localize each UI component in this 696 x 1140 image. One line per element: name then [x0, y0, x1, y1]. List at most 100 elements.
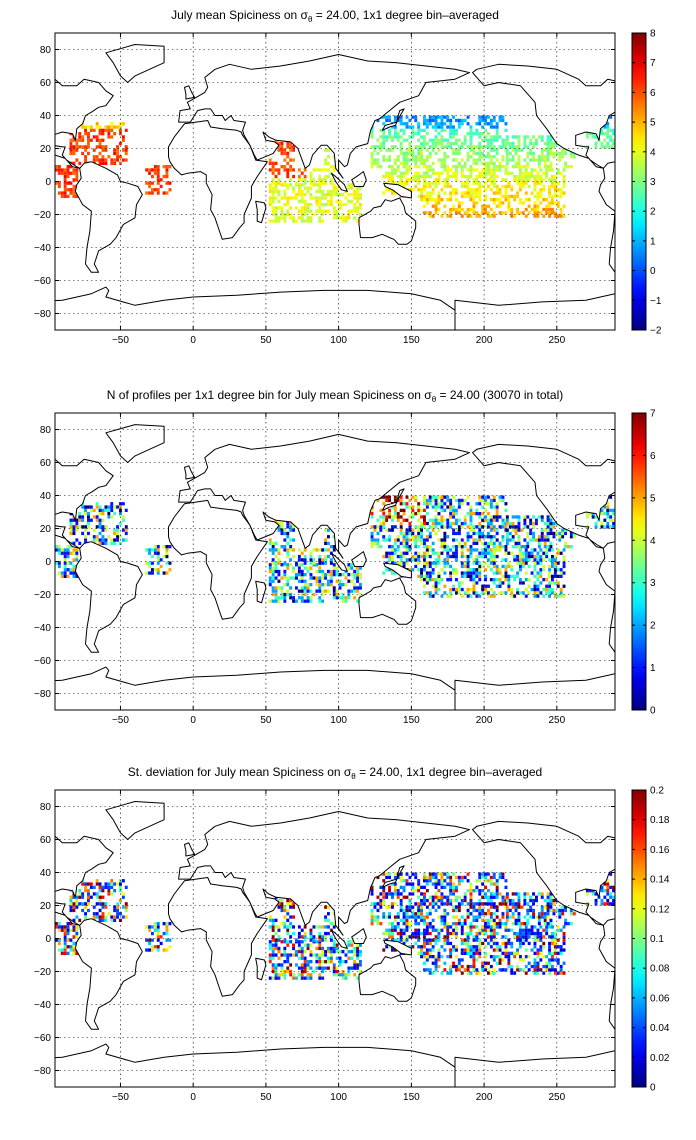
bin-cell — [420, 531, 424, 536]
bin-cell — [274, 566, 278, 570]
bin-cell — [564, 165, 568, 169]
bin-cell — [271, 938, 275, 942]
bin-cell — [408, 528, 412, 532]
bin-cell — [440, 578, 444, 582]
bin-cell — [507, 204, 511, 208]
bin-cell — [481, 174, 485, 179]
bin-cell — [63, 188, 67, 192]
bin-cell — [495, 508, 499, 512]
bin-cell — [268, 915, 272, 919]
bin-cell — [344, 202, 348, 207]
bin-cell — [481, 505, 485, 509]
bin-cell — [469, 922, 473, 926]
bin-cell — [420, 194, 424, 198]
bin-cell — [452, 889, 456, 893]
bin-cell — [431, 875, 435, 880]
bin-cell — [289, 915, 293, 919]
bin-cell — [274, 219, 278, 223]
bin-cell — [466, 194, 470, 198]
bin-cell — [548, 184, 552, 189]
bin-cell — [414, 498, 418, 503]
bin-cell — [277, 902, 281, 906]
bin-cell — [84, 528, 88, 532]
bin-cell — [514, 161, 518, 165]
bin-cell — [492, 594, 496, 598]
bin-cell — [455, 554, 458, 559]
bin-cell — [338, 960, 342, 964]
bin-cell — [286, 155, 290, 159]
bin-cell — [327, 960, 330, 964]
bin-cell — [271, 219, 275, 223]
bin-cell — [425, 551, 429, 555]
bin-cell — [391, 895, 394, 899]
bin-cell — [338, 216, 342, 220]
bin-cell — [559, 551, 563, 555]
bin-cell — [309, 943, 313, 947]
bin-cell — [612, 512, 616, 516]
bin-cell — [66, 171, 70, 175]
bin-cell — [87, 151, 90, 156]
bin-cell — [277, 938, 281, 942]
bin-cell — [428, 591, 432, 595]
bin-cell — [292, 915, 296, 919]
bin-cell — [391, 938, 394, 942]
bin-cell — [414, 161, 418, 165]
bin-cell — [405, 161, 409, 165]
bin-cell — [446, 178, 450, 182]
bin-cell — [558, 531, 562, 536]
bin-cell — [107, 128, 111, 132]
bin-cell — [478, 498, 482, 503]
bin-cell — [484, 955, 488, 959]
bin-cell — [524, 935, 528, 939]
y-tick-label: 0 — [45, 557, 51, 568]
bin-cell — [504, 945, 508, 949]
bin-cell — [504, 122, 508, 126]
bin-cell — [455, 587, 458, 592]
bin-cell — [532, 898, 536, 903]
bin-cell — [446, 505, 450, 509]
bin-cell — [347, 573, 351, 577]
bin-cell — [321, 573, 325, 577]
bin-cell — [504, 165, 508, 169]
bin-cell — [75, 525, 79, 529]
bin-cell — [495, 941, 499, 946]
bin-cell — [297, 589, 301, 593]
bin-cell — [271, 178, 275, 182]
bin-cell — [420, 148, 424, 152]
bin-cell — [271, 969, 275, 974]
bin-cell — [521, 561, 525, 565]
bin-cell — [452, 125, 456, 129]
bin-cell — [548, 961, 552, 965]
bin-cell — [292, 189, 296, 194]
bin-cell — [535, 521, 538, 526]
bin-cell — [443, 935, 447, 939]
coastline — [351, 551, 367, 567]
bin-cell — [487, 918, 490, 922]
bin-cell — [324, 548, 328, 552]
bin-cell — [417, 545, 421, 549]
bin-cell — [417, 915, 421, 919]
bin-cell — [536, 931, 540, 936]
bin-cell — [370, 902, 374, 906]
bin-cell — [402, 122, 406, 126]
bin-cell — [511, 515, 515, 519]
bin-cell — [321, 966, 325, 970]
bin-cell — [405, 155, 409, 159]
bin-cell — [546, 912, 550, 916]
bin-cell — [443, 885, 447, 889]
colorbar-tick-label: 5 — [650, 493, 656, 504]
bin-cell — [350, 186, 354, 190]
bin-cell — [434, 495, 438, 499]
bin-cell — [300, 196, 304, 200]
bin-cell — [446, 554, 450, 559]
bin-cell — [165, 168, 169, 172]
bin-cell — [423, 879, 426, 883]
bin-cell — [303, 969, 307, 974]
bin-cell — [530, 548, 534, 552]
bin-cell — [521, 211, 525, 215]
bin-cell — [489, 945, 493, 949]
bin-cell — [475, 915, 479, 919]
bin-cell — [545, 591, 549, 595]
bin-cell — [78, 512, 82, 516]
bin-cell — [472, 151, 476, 156]
